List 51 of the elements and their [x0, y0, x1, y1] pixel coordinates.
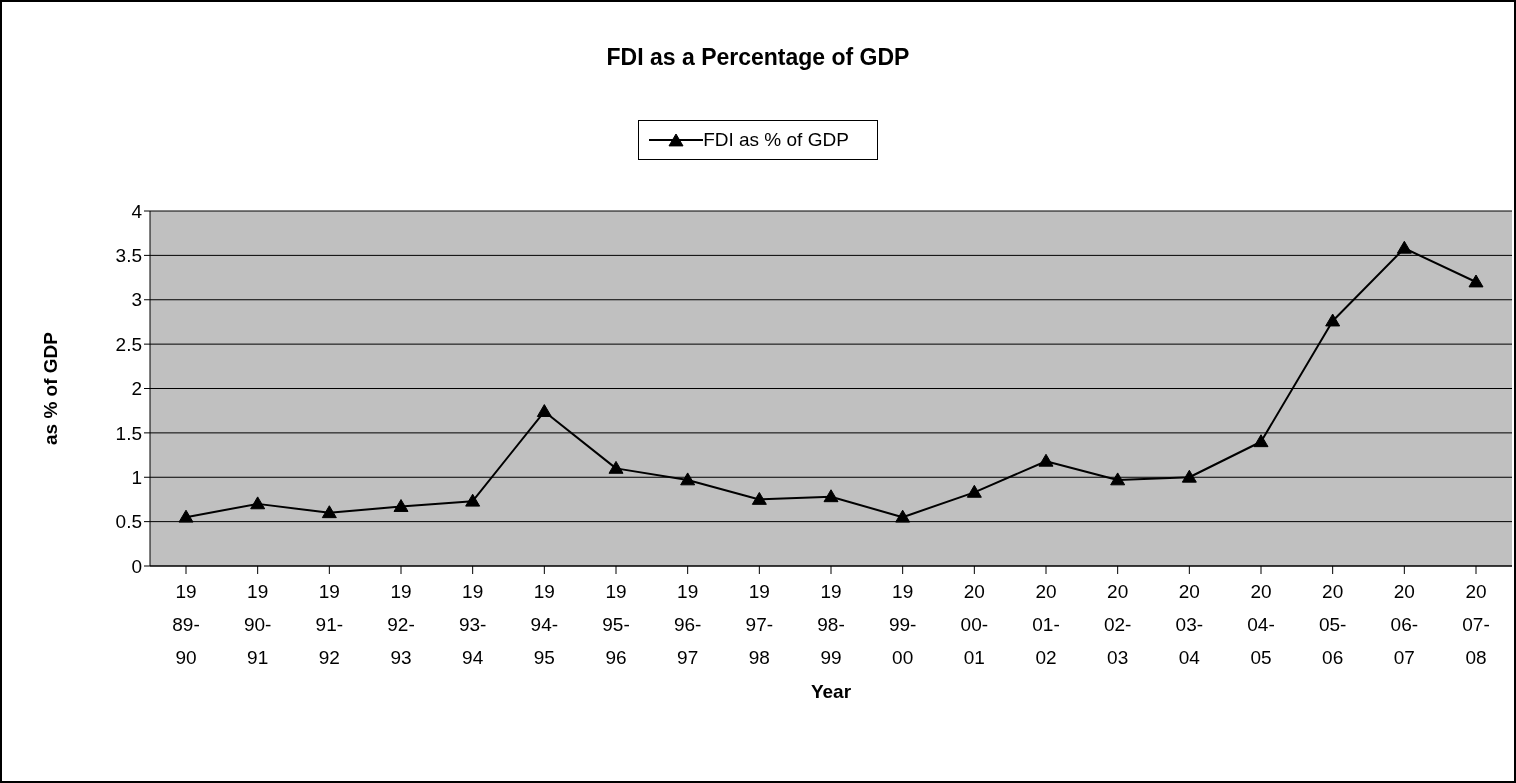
y-tick-label: 0.5	[115, 511, 142, 533]
y-tick-label: 1	[131, 466, 142, 488]
point	[1396, 240, 1412, 254]
point	[895, 509, 911, 523]
x-tick-label: 1993-94	[458, 581, 487, 668]
x-tick-label: 2003-04	[1175, 581, 1204, 668]
y-tick-label: 2.5	[115, 333, 142, 355]
x-tick-label: 2007-08	[1462, 581, 1490, 668]
x-tick-label: 2004-05	[1247, 581, 1275, 668]
x-tick-label: 2002-03	[1103, 581, 1132, 668]
point	[1468, 274, 1484, 288]
y-tick-label: 1.5	[115, 422, 142, 444]
x-tick-label: 1996-97	[673, 581, 702, 668]
point	[1038, 453, 1054, 467]
x-tick-label: 1997-98	[745, 581, 774, 668]
x-tick-label: 1989-90	[172, 581, 200, 668]
point	[250, 496, 266, 510]
y-tick-label: 3.5	[115, 245, 142, 267]
y-tick-label: 0	[131, 555, 142, 577]
x-tick-label: 2000-01	[960, 581, 989, 668]
point	[1181, 469, 1197, 483]
point	[178, 509, 194, 523]
x-tick-label: 1991-92	[315, 581, 344, 668]
x-tick-label: 2006-07	[1390, 581, 1419, 668]
x-tick-label: 2005-06	[1318, 581, 1347, 668]
point	[1110, 472, 1126, 486]
x-tick-label: 1995-96	[602, 581, 630, 668]
x-tick-label: 1990-91	[243, 581, 272, 668]
y-tick-label: 4	[131, 200, 143, 222]
x-tick-label: 1998-99	[817, 581, 845, 668]
point	[966, 484, 982, 498]
point	[465, 493, 481, 507]
y-tick-label: 3	[131, 289, 142, 311]
y-tick-label: 2	[131, 378, 142, 400]
point	[321, 505, 337, 519]
point	[680, 472, 696, 486]
x-tick-label: 1994-95	[530, 581, 559, 668]
point	[608, 460, 624, 474]
chart-title: FDI as a Percentage of GDP	[605, 44, 911, 71]
x-tick-label: 2001-02	[1032, 581, 1060, 668]
x-axis-title: Year	[810, 681, 852, 702]
y-axis-title: as % of GDP	[39, 331, 61, 445]
point	[393, 499, 409, 512]
legend-label: FDI as % of GDP	[703, 129, 849, 151]
point	[1325, 313, 1341, 327]
point	[751, 491, 767, 505]
point	[536, 404, 552, 417]
point	[1253, 434, 1269, 448]
point	[823, 489, 839, 503]
x-tick-label: 1992-93	[387, 581, 415, 668]
x-tick-label: 1999-00	[888, 581, 917, 668]
